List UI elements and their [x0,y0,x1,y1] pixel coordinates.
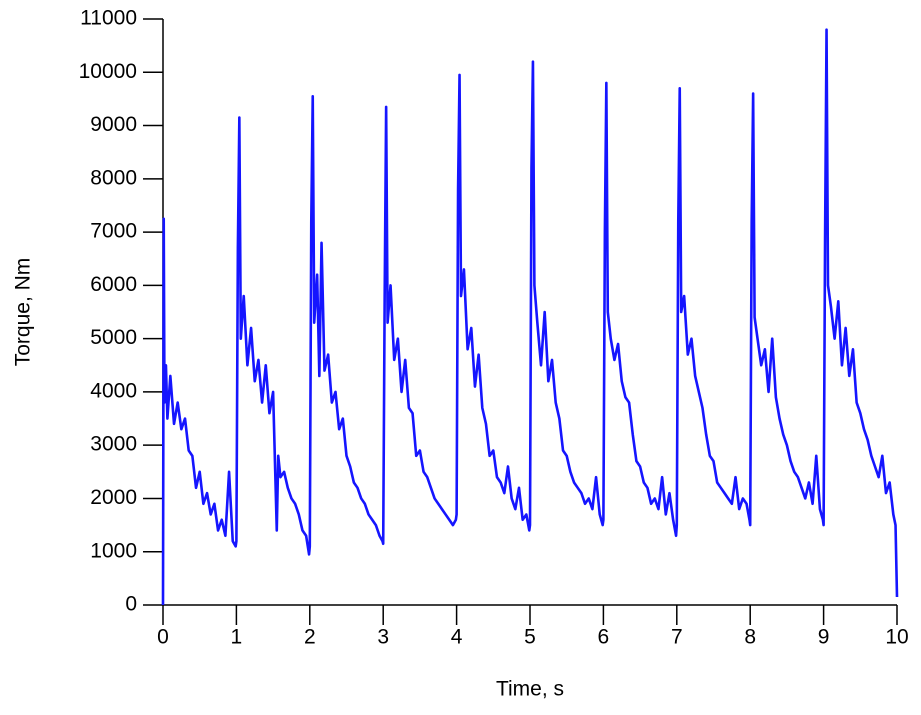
x-tick-label: 8 [744,626,756,649]
x-tick-label: 2 [304,626,316,649]
y-tick-label: 6000 [90,273,137,296]
y-tick-label: 11000 [80,7,137,30]
y-tick-label: 7000 [90,220,137,243]
y-tick-label: 3000 [90,433,137,456]
y-tick-label: 5000 [90,326,137,349]
y-tick-label: 10000 [79,60,137,83]
y-tick-label: 0 [125,593,137,616]
y-tick-label: 9000 [90,113,137,136]
y-tick-label: 1000 [90,539,137,562]
y-tick-label: 2000 [90,486,137,509]
x-tick-label: 10 [885,626,908,649]
y-tick-label: 8000 [90,166,137,189]
x-tick-label: 5 [524,626,536,649]
x-axis-label: Time, s [496,678,564,701]
x-tick-label: 4 [451,626,463,649]
x-tick-label: 1 [231,626,243,649]
x-tick-label: 3 [377,626,389,649]
x-tick-label: 9 [818,626,830,649]
x-tick-label: 7 [671,626,683,649]
x-tick-label: 0 [157,626,169,649]
x-tick-label: 6 [598,626,610,649]
line-series [161,28,899,606]
y-axis-label: Torque, Nm [12,258,35,367]
y-tick-label: 4000 [90,379,137,402]
